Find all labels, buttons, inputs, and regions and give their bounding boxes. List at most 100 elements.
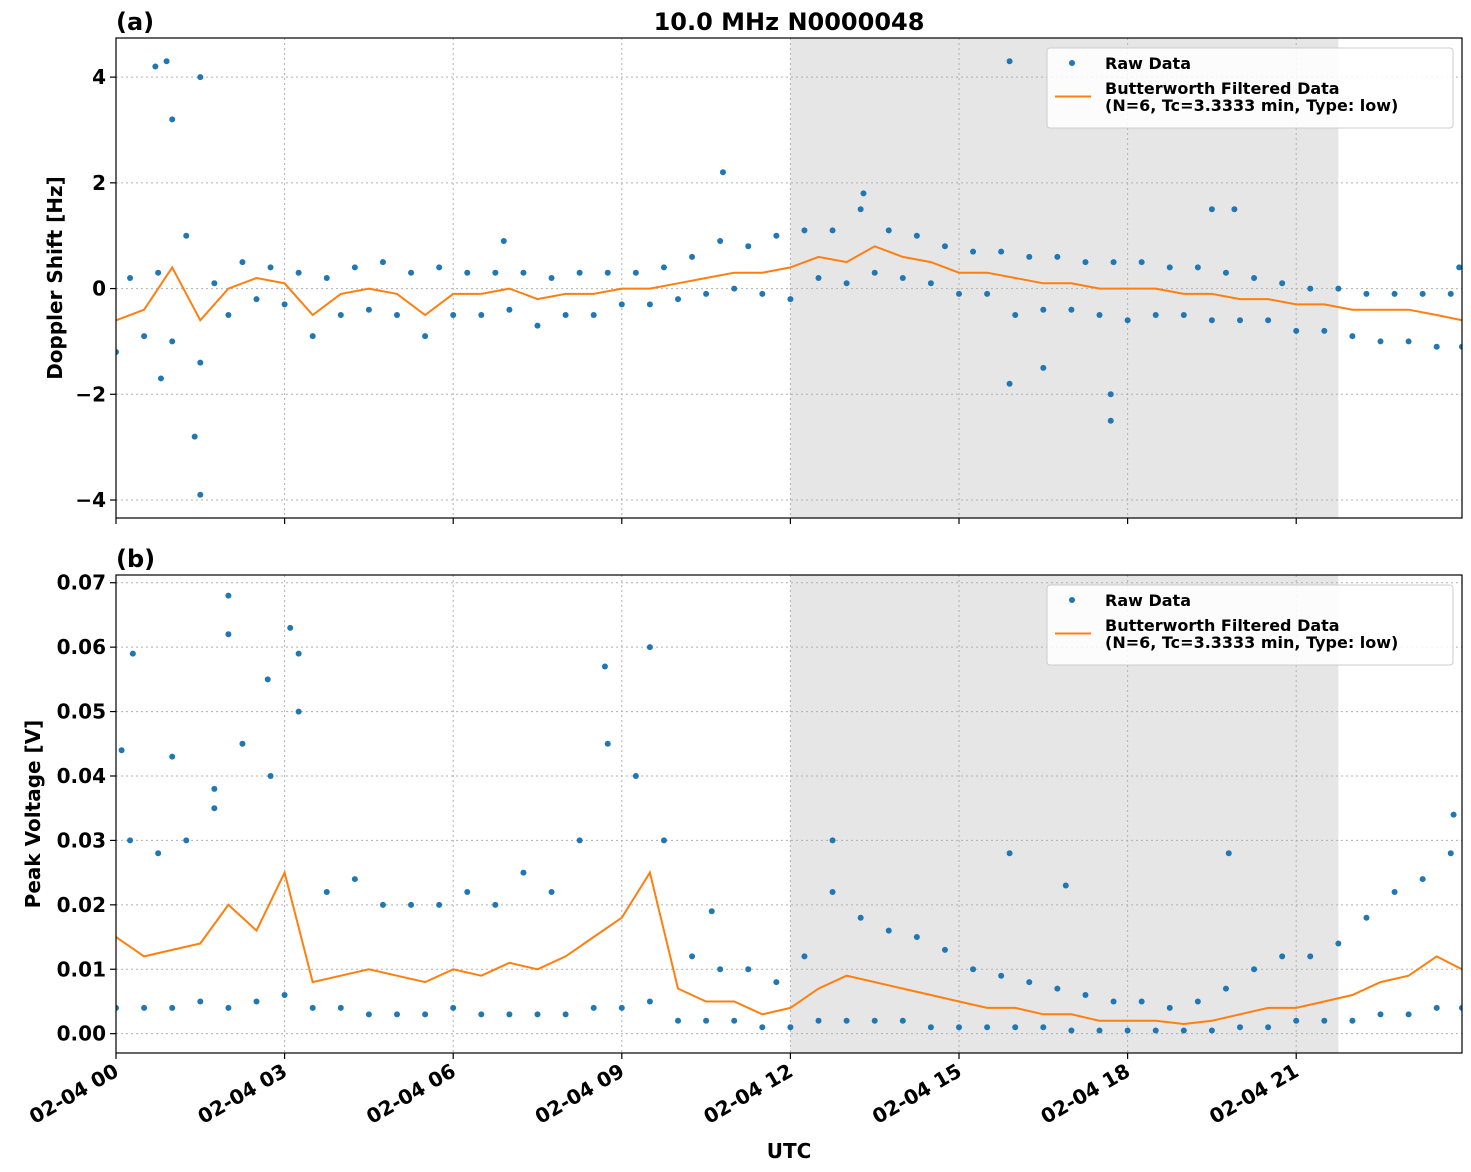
- raw-point: [815, 1017, 822, 1024]
- raw-point: [562, 312, 569, 319]
- raw-point: [1152, 312, 1159, 319]
- raw-point: [717, 237, 724, 244]
- filtered-line: [116, 869, 1462, 1026]
- raw-point: [281, 301, 288, 308]
- raw-point: [632, 772, 639, 779]
- raw-point: [506, 1011, 513, 1018]
- y-axis-label: Peak Voltage [V]: [21, 720, 45, 909]
- raw-point: [197, 359, 204, 366]
- raw-point: [1124, 317, 1131, 324]
- raw-point: [157, 375, 164, 382]
- raw-point: [1391, 290, 1398, 297]
- raw-point: [1321, 1017, 1328, 1024]
- raw-point: [351, 876, 358, 883]
- raw-point: [731, 285, 738, 292]
- raw-point: [1419, 290, 1426, 297]
- raw-point: [492, 901, 499, 908]
- raw-point: [1054, 253, 1061, 260]
- raw-point: [829, 837, 836, 844]
- raw-point: [1026, 979, 1033, 986]
- y-tick-label: 0.00: [57, 1022, 106, 1046]
- raw-point: [295, 708, 302, 715]
- raw-point: [295, 269, 302, 276]
- raw-point: [1251, 966, 1258, 973]
- raw-point: [1222, 985, 1229, 992]
- raw-point: [1237, 1024, 1244, 1031]
- raw-point: [604, 740, 611, 747]
- raw-point: [337, 312, 344, 319]
- raw-point: [155, 850, 162, 857]
- raw-point: [1096, 312, 1103, 319]
- raw-point: [787, 296, 794, 303]
- raw-point: [422, 333, 429, 340]
- raw-point: [534, 1011, 541, 1018]
- raw-point: [632, 269, 639, 276]
- raw-point: [689, 953, 696, 960]
- legend-box: [1046, 47, 1454, 129]
- raw-point: [675, 1017, 682, 1024]
- raw-point: [843, 280, 850, 287]
- raw-point: [351, 264, 358, 271]
- raw-point: [1138, 259, 1145, 266]
- raw-point: [1208, 1027, 1215, 1034]
- raw-point: [116, 1004, 119, 1011]
- y-tick-label: 2: [92, 171, 106, 195]
- raw-point: [885, 927, 892, 934]
- raw-point: [871, 269, 878, 276]
- raw-point: [618, 1004, 625, 1011]
- raw-point: [548, 888, 555, 895]
- raw-point: [436, 264, 443, 271]
- raw-point: [1265, 317, 1272, 324]
- raw-point: [1012, 312, 1019, 319]
- raw-point: [267, 264, 274, 271]
- raw-point: [857, 206, 864, 213]
- raw-point: [646, 644, 653, 651]
- legend-label: Butterworth Filtered Data (N=6, Tc=3.3333…: [1105, 616, 1398, 652]
- raw-point: [394, 312, 401, 319]
- raw-point: [127, 837, 134, 844]
- y-tick-label: 0.07: [57, 571, 106, 595]
- raw-point: [450, 312, 457, 319]
- raw-point: [1096, 1027, 1103, 1034]
- x-tick-label: 02-04 21: [1205, 1059, 1303, 1129]
- raw-point: [492, 269, 499, 276]
- raw-point: [1110, 259, 1117, 266]
- raw-point: [309, 1004, 316, 1011]
- y-tick-label: 0.03: [57, 828, 106, 852]
- raw-point: [1363, 290, 1370, 297]
- raw-point: [717, 966, 724, 973]
- panel-label: (a): [116, 8, 154, 36]
- raw-point: [225, 312, 232, 319]
- raw-point: [1419, 876, 1426, 883]
- raw-point: [548, 275, 555, 281]
- raw-point: [295, 650, 302, 657]
- raw-point: [1194, 264, 1201, 271]
- raw-point: [590, 1004, 597, 1011]
- raw-point: [264, 676, 271, 683]
- raw-point: [116, 349, 119, 356]
- raw-point: [899, 275, 906, 281]
- raw-point: [1026, 253, 1033, 260]
- raw-point: [1307, 285, 1314, 292]
- raw-point: [225, 631, 232, 638]
- raw-point: [239, 259, 246, 266]
- raw-point: [941, 946, 948, 953]
- raw-point: [927, 1024, 934, 1031]
- raw-point: [1265, 1024, 1272, 1031]
- chart-title: 10.0 MHz N0000048: [654, 8, 925, 36]
- raw-point: [860, 190, 867, 197]
- raw-point: [155, 269, 162, 276]
- raw-point: [1450, 811, 1457, 818]
- raw-point: [899, 1017, 906, 1024]
- raw-point: [927, 280, 934, 287]
- raw-point: [478, 1011, 485, 1018]
- raw-point: [1251, 275, 1258, 281]
- raw-point: [337, 1004, 344, 1011]
- raw-point: [169, 338, 176, 345]
- x-tick-label: 02-04 03: [194, 1059, 292, 1129]
- raw-point: [970, 966, 977, 973]
- raw-point: [562, 1011, 569, 1018]
- raw-point: [436, 901, 443, 908]
- raw-point: [141, 333, 148, 340]
- raw-point: [408, 901, 415, 908]
